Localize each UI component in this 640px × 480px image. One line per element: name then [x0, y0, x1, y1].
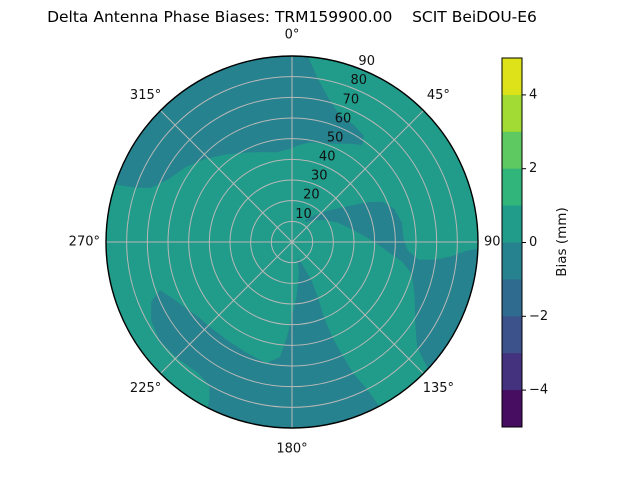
angular-tick-label-135: 135° [423, 381, 454, 396]
colorbar-tick-label: 4 [529, 87, 537, 102]
radial-tick-label: 80 [351, 73, 368, 88]
colorbar-axis-label: Bias (mm) [554, 207, 570, 276]
colorbar-band [502, 131, 522, 170]
colorbar-tick-label: 0 [529, 235, 537, 250]
colorbar-band [502, 58, 522, 96]
angular-gridline [291, 110, 424, 243]
radial-tick-label: 20 [303, 188, 320, 203]
radial-tick-label: 60 [335, 111, 352, 126]
colorbar-tick-label: 2 [529, 161, 537, 176]
colorbar-band [502, 168, 522, 207]
colorbar-band [502, 390, 522, 428]
polar-axis-outline [105, 55, 479, 429]
negative-band-center-right-streak-region [304, 201, 478, 369]
angular-gridline [291, 241, 424, 374]
colorbar-tick-label: −2 [529, 309, 548, 324]
colorbar-band [502, 353, 522, 391]
colorbar-band [502, 94, 522, 133]
radial-tick-label: 10 [295, 207, 312, 222]
negative-band-bottom-wedge-region [151, 257, 380, 428]
colorbar-band [502, 279, 522, 317]
angular-tick-label-315: 315° [130, 88, 161, 103]
colorbar-band [502, 316, 522, 354]
angular-gridline [160, 110, 293, 243]
chart-title: Delta Antenna Phase Biases: TRM159900.00… [47, 8, 537, 26]
colorbar-band [502, 205, 522, 243]
colorbar-band [502, 242, 522, 280]
radial-tick-label: 40 [319, 150, 336, 165]
radial-tick-label: 30 [311, 169, 328, 184]
radial-tick-label: 50 [327, 130, 344, 145]
angular-tick-label-90: 90 [484, 235, 501, 250]
angular-tick-label-0: 0° [285, 28, 300, 43]
negative-band-upper-left-region [115, 56, 364, 188]
angular-tick-label-225: 225° [130, 381, 161, 396]
angular-tick-label-45: 45° [427, 88, 450, 103]
colorbar-tick-label: −4 [529, 383, 548, 398]
angular-gridline [160, 241, 293, 374]
angular-tick-label-270: 270° [69, 235, 100, 250]
radial-tick-label: 70 [343, 92, 360, 107]
radial-tick-label: 90 [358, 54, 375, 69]
angular-tick-label-180: 180° [276, 442, 307, 457]
